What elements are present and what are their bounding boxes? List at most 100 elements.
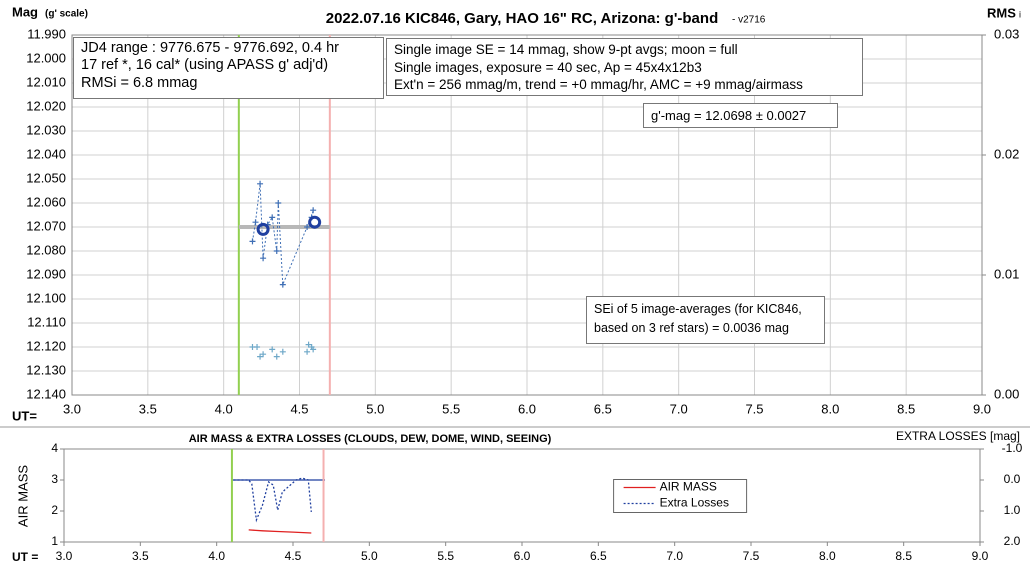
y-tick-label: 12.050 — [26, 170, 66, 185]
x-tick-label: 4.0 — [215, 401, 233, 416]
y-tick-label: 12.020 — [26, 98, 66, 113]
x-tick-label: 7.5 — [743, 549, 760, 563]
data-point — [305, 341, 312, 348]
data-point — [275, 200, 282, 206]
data-point — [273, 248, 280, 254]
y-tick-label: 12.110 — [27, 314, 66, 329]
x-tick-label: 4.5 — [285, 549, 302, 563]
annotation-line: SEi of 5 image-averages (for KIC846, — [594, 302, 802, 316]
x-tick-label: 7.0 — [670, 401, 688, 416]
y-tick-label: 12.130 — [26, 362, 66, 377]
series-line — [233, 477, 312, 523]
chart-title: AIR MASS & EXTRA LOSSES (CLOUDS, DEW, DO… — [189, 433, 552, 445]
y2-axis-sub: i — [1019, 9, 1021, 19]
y2-tick-label: 2.0 — [1004, 534, 1021, 548]
data-point — [260, 351, 267, 358]
data-point — [279, 281, 286, 288]
y2-tick-label: 0.00 — [994, 386, 1019, 401]
y-tick-label: 12.010 — [26, 74, 66, 89]
y-axis-label: Mag — [12, 4, 38, 19]
legend-label: AIR MASS — [660, 480, 717, 494]
y-tick-label: 12.040 — [26, 146, 66, 161]
series-line — [248, 529, 312, 534]
x-tick-label: 9.0 — [973, 401, 991, 416]
y-tick-label: 12.070 — [26, 218, 66, 233]
x-tick-label: 7.5 — [745, 401, 763, 416]
data-point — [310, 346, 317, 353]
x-tick-label: 5.0 — [366, 401, 384, 416]
chart-title: 2022.07.16 KIC846, Gary, HAO 16" RC, Ari… — [326, 10, 718, 27]
x-tick-label: 8.5 — [897, 401, 915, 416]
y-axis-note: (g' scale) — [45, 9, 88, 20]
x-tick-label: 3.0 — [56, 549, 73, 563]
data-point — [269, 214, 276, 221]
data-point — [269, 346, 276, 353]
annotation-line: RMSi = 6.8 mmag — [81, 74, 198, 91]
y-tick-label: 12.140 — [26, 386, 66, 401]
annotation-line: Single image SE = 14 mmag, show 9-pt avg… — [394, 42, 738, 57]
x-tick-label: 4.5 — [290, 401, 308, 416]
y-tick-label: 2 — [51, 503, 58, 517]
x-tick-label: 6.5 — [594, 401, 612, 416]
annotation-line: based on 3 ref stars) = 0.0036 mag — [594, 320, 789, 335]
y2-tick-label: 0.02 — [994, 146, 1019, 161]
data-point — [279, 348, 286, 355]
x-tick-label: 4.0 — [208, 549, 225, 563]
x-axis-label: UT= — [12, 408, 37, 423]
y2-tick-label: 1.0 — [1004, 503, 1021, 517]
x-axis-label: UT = — [12, 550, 38, 564]
x-tick-label: 6.0 — [514, 549, 531, 563]
data-point — [249, 238, 256, 245]
annotation-line: 17 ref *, 16 cal* (using APASS g' adj'd) — [81, 57, 329, 74]
y-tick-label: 11.990 — [27, 26, 66, 41]
annotation-line: JD4 range : 9776.675 - 9776.692, 0.4 hr — [81, 40, 339, 56]
x-tick-label: 5.5 — [437, 549, 454, 563]
data-point — [254, 344, 261, 350]
y-tick-label: 12.120 — [26, 338, 66, 353]
average-point — [256, 222, 270, 236]
x-tick-label: 3.5 — [132, 549, 149, 563]
x-tick-label: 5.5 — [442, 401, 460, 416]
y-tick-label: 12.000 — [26, 50, 66, 65]
y-tick-label: 12.060 — [26, 194, 66, 209]
y2-axis-label: RMS — [987, 5, 1016, 20]
annotation-box: SEi of 5 image-averages (for KIC846, bas… — [586, 296, 825, 344]
y2-tick-label: 0.03 — [994, 26, 1019, 41]
x-tick-label: 9.0 — [972, 549, 989, 563]
data-point — [304, 224, 311, 230]
y-tick-label: 1 — [51, 534, 58, 548]
y-tick-label: 3 — [51, 472, 58, 486]
x-tick-label: 8.0 — [819, 549, 836, 563]
x-tick-label: 8.5 — [895, 549, 912, 563]
y-tick-label: 12.080 — [26, 242, 66, 257]
annotation-box: JD4 range : 9776.675 - 9776.692, 0.4 hr … — [73, 37, 384, 99]
legend-label: Extra Losses — [660, 496, 729, 510]
plot-frame — [63, 448, 981, 543]
x-tick-label: 6.0 — [518, 401, 536, 416]
x-tick-label: 3.0 — [63, 401, 81, 416]
average-point — [308, 215, 322, 229]
y2-tick-label: -1.0 — [1002, 441, 1023, 455]
x-tick-label: 7.0 — [666, 549, 683, 563]
data-point — [310, 207, 317, 214]
data-point — [260, 255, 267, 262]
y-tick-label: 12.030 — [26, 122, 66, 137]
y-axis-label: AIR MASS — [15, 465, 30, 527]
data-point — [257, 180, 264, 187]
data-point — [273, 353, 280, 360]
data-point — [304, 348, 311, 355]
plot-frame — [71, 34, 983, 396]
annotation-line: Single images, exposure = 40 sec, Ap = 4… — [394, 59, 702, 75]
legend-box — [613, 479, 748, 513]
x-tick-label: 8.0 — [821, 401, 839, 416]
annotation-line: Ext'n = 256 mmag/m, trend = +0 mmag/hr, … — [394, 77, 803, 93]
title-note: - v2716 — [732, 15, 766, 26]
y-tick-label: 12.100 — [26, 290, 66, 305]
annotation-box: Single image SE = 14 mmag, show 9-pt avg… — [386, 38, 863, 96]
x-tick-label: 6.5 — [590, 549, 607, 563]
data-point — [252, 219, 259, 226]
annotation-box: g'-mag = 12.0698 ± 0.0027 — [643, 103, 838, 128]
data-point — [257, 353, 264, 360]
